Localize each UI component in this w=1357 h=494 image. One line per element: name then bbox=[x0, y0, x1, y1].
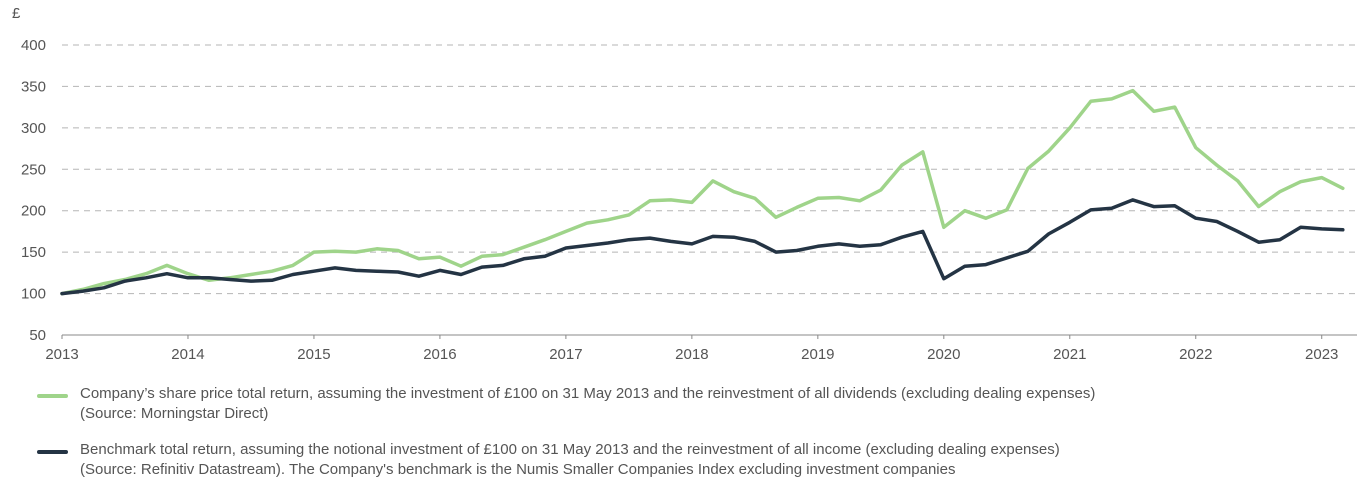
chart: £ 50 100 150 200 250 300 350 400 2013 2014 2015 201… bbox=[12, 5, 1357, 363]
y-tick-label: 100 bbox=[21, 286, 46, 303]
y-tick-label: 400 bbox=[21, 37, 46, 54]
series-line bbox=[60, 88, 1345, 296]
legend-swatch bbox=[37, 450, 68, 454]
legend-label: Benchmark total return, assuming the not… bbox=[80, 441, 1060, 478]
x-tick-label: 2022 bbox=[1179, 346, 1212, 363]
x-tick-label: 2020 bbox=[927, 346, 960, 363]
x-tick-label: 2016 bbox=[423, 346, 456, 363]
x-tick-label: 2019 bbox=[801, 346, 834, 363]
x-tick-label: 2015 bbox=[297, 346, 330, 363]
legend-entry: Company’s share price total return, assu… bbox=[0, 382, 1357, 438]
x-tick-label: 2018 bbox=[675, 346, 708, 363]
legend-swatch bbox=[37, 394, 68, 398]
x-tick-label: 2014 bbox=[171, 346, 204, 363]
legend: Company’s share price total return, assu… bbox=[0, 382, 1357, 494]
x-tick-label: 2023 bbox=[1305, 346, 1338, 363]
y-tick-label: 250 bbox=[21, 161, 46, 178]
x-tick-label: 2017 bbox=[549, 346, 582, 363]
y-axis-label: £ bbox=[12, 5, 21, 22]
y-tick-label: 150 bbox=[21, 244, 46, 261]
legend-label: Company’s share price total return, assu… bbox=[80, 385, 1096, 422]
series-line bbox=[60, 198, 1345, 296]
y-tick-label: 350 bbox=[21, 78, 46, 95]
x-tick-label: 2013 bbox=[45, 346, 78, 363]
x-tick-label: 2021 bbox=[1053, 346, 1086, 363]
y-tick-label: 50 bbox=[29, 327, 46, 344]
y-tick-label: 300 bbox=[21, 120, 46, 137]
page: £ 50 100 150 200 250 300 350 400 2013 2014 2015 201… bbox=[12, 5, 1357, 478]
legend-entry: Benchmark total return, assuming the not… bbox=[0, 438, 1357, 494]
y-tick-label: 200 bbox=[21, 203, 46, 220]
